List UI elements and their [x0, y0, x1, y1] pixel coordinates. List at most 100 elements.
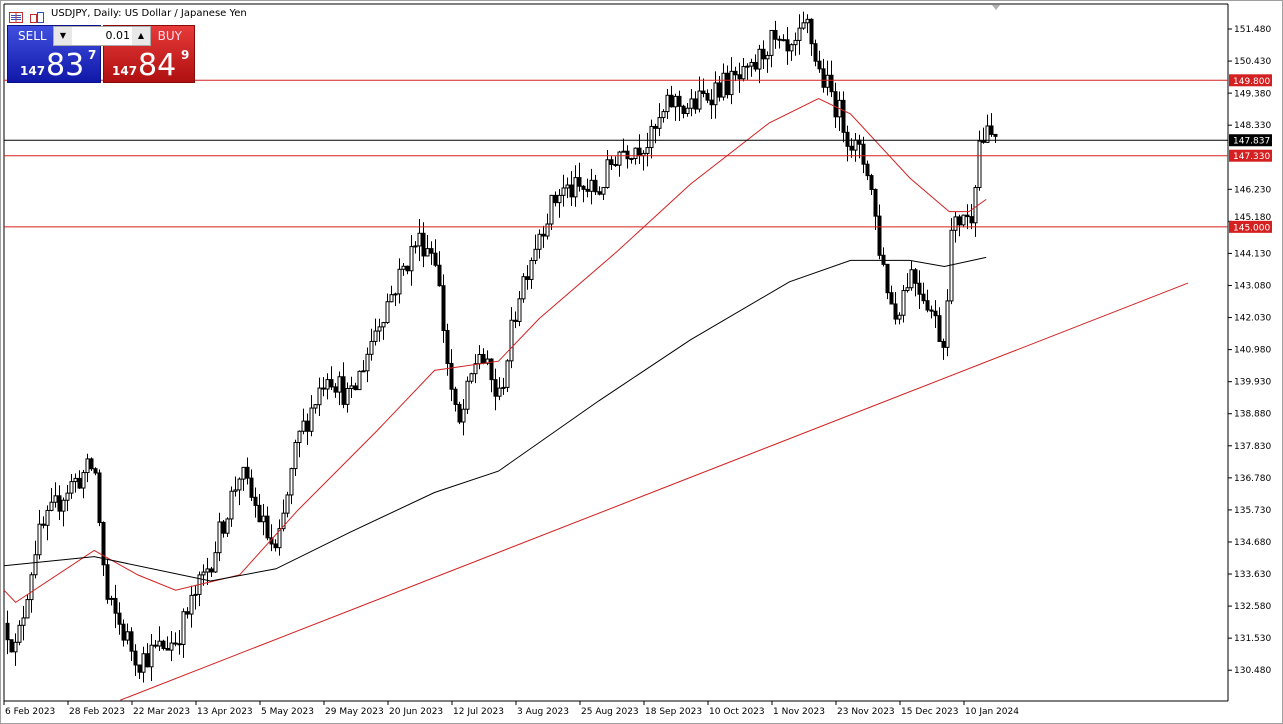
bearish-candle	[677, 95, 682, 107]
bearish-candle	[97, 472, 102, 524]
bullish-candle	[565, 184, 570, 189]
trendline	[120, 282, 1189, 701]
bearish-candle	[245, 466, 250, 479]
bearish-candle	[553, 194, 558, 204]
y-tick-label: 149.380	[1234, 89, 1271, 99]
bearish-candle	[841, 99, 846, 133]
bearish-candle	[185, 611, 190, 615]
x-tick-label: 12 Jul 2023	[453, 707, 504, 717]
bullish-candle	[193, 593, 198, 596]
bullish-candle	[277, 528, 282, 549]
bearish-candle	[609, 159, 614, 165]
lot-size-input[interactable]: 0.01	[105, 29, 131, 42]
bullish-candle	[33, 554, 38, 576]
bullish-candle	[901, 290, 906, 316]
bullish-candle	[649, 125, 654, 149]
bearish-candle	[429, 248, 434, 254]
bullish-candle	[757, 48, 762, 70]
current-price-label: 147.837	[1233, 137, 1270, 147]
bearish-candle	[153, 644, 158, 647]
bullish-candle	[217, 521, 222, 554]
bullish-candle	[213, 552, 218, 573]
decrease-lot-icon[interactable]: ▼	[54, 27, 72, 45]
chart-list-icon[interactable]	[9, 8, 23, 23]
bullish-candle	[361, 370, 366, 373]
y-tick-label: 138.880	[1234, 410, 1271, 420]
bearish-candle	[57, 495, 62, 512]
bullish-candle	[261, 515, 266, 523]
x-tick-label: 10 Jan 2024	[965, 707, 1019, 717]
bearish-candle	[405, 265, 410, 272]
bullish-candle	[537, 233, 542, 250]
bullish-candle	[729, 70, 734, 96]
bullish-candle	[589, 179, 594, 192]
x-tick-label: 3 Aug 2023	[517, 707, 569, 717]
bearish-candle	[117, 612, 122, 625]
increase-lot-icon[interactable]: ▲	[132, 27, 150, 45]
bullish-candle	[425, 248, 430, 257]
bullish-candle	[633, 147, 638, 159]
bearish-candle	[257, 504, 262, 523]
bearish-candle	[737, 74, 742, 80]
bullish-candle	[529, 260, 534, 280]
bullish-candle	[621, 150, 626, 153]
bearish-candle	[705, 92, 710, 101]
bullish-candle	[397, 268, 402, 295]
bearish-candle	[597, 191, 602, 195]
symbol-window-icon[interactable]	[30, 8, 44, 23]
bearish-candle	[453, 388, 458, 405]
bullish-candle	[281, 512, 286, 530]
bearish-candle	[989, 125, 994, 135]
bullish-candle	[561, 187, 566, 196]
bullish-candle	[381, 322, 386, 328]
x-tick-label: 25 Aug 2023	[581, 707, 639, 717]
bearish-candle	[221, 521, 226, 534]
bearish-candle	[41, 523, 46, 526]
bullish-candle	[285, 494, 290, 514]
bearish-candle	[525, 276, 530, 280]
bearish-candle	[93, 468, 98, 474]
bullish-candle	[21, 617, 26, 626]
bullish-candle	[69, 481, 74, 494]
bullish-candle	[961, 214, 966, 226]
bullish-candle	[301, 420, 306, 432]
bearish-candle	[513, 319, 518, 322]
bullish-candle	[469, 373, 474, 382]
moving-average-fast	[3, 98, 987, 604]
bullish-candle	[617, 151, 622, 166]
horizontal-level-label: 149.800	[1233, 77, 1270, 87]
bullish-candle	[149, 644, 154, 668]
bullish-candle	[673, 95, 678, 108]
bullish-candle	[605, 159, 610, 188]
candles	[5, 11, 998, 683]
bullish-candle	[909, 269, 914, 289]
bearish-candle	[849, 145, 854, 151]
bearish-candle	[433, 252, 438, 266]
bearish-candle	[441, 285, 446, 331]
bearish-candle	[333, 386, 338, 393]
bearish-candle	[965, 214, 970, 218]
bearish-candle	[833, 91, 838, 118]
y-tick-label: 148.330	[1234, 121, 1271, 131]
x-tick-label: 13 Apr 2023	[197, 707, 253, 717]
bullish-candle	[73, 477, 78, 483]
bullish-candle	[13, 641, 18, 653]
bullish-candle	[313, 404, 318, 409]
bearish-candle	[681, 105, 686, 115]
buy-price-pip: 9	[181, 48, 190, 62]
bearish-candle	[877, 215, 882, 256]
bearish-candle	[653, 125, 658, 129]
lot-size-stepper[interactable]: ▼ 0.01 ▲	[53, 26, 151, 46]
moving-average-slow	[3, 256, 987, 582]
bullish-candle	[345, 387, 350, 405]
bearish-candle	[869, 175, 874, 190]
bullish-candle	[125, 631, 130, 641]
bearish-candle	[845, 131, 850, 147]
y-tick-label: 135.730	[1234, 506, 1271, 516]
y-tick-label: 146.230	[1234, 185, 1271, 195]
y-tick-label: 140.980	[1234, 346, 1271, 356]
bearish-candle	[493, 379, 498, 397]
bullish-candle	[369, 340, 374, 355]
bearish-candle	[821, 68, 826, 88]
